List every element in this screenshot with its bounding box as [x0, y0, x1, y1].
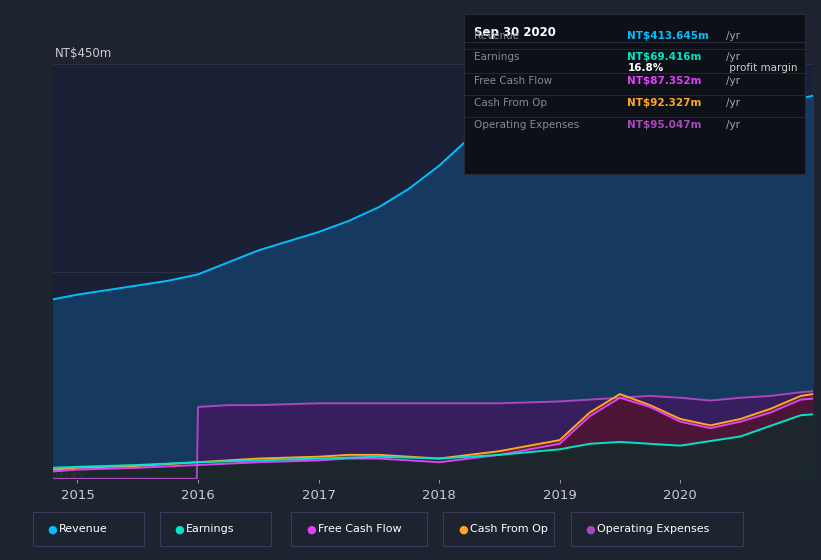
Text: ●: ● — [48, 524, 57, 534]
Text: Sep 30 2020: Sep 30 2020 — [474, 26, 556, 39]
Text: NT$92.327m: NT$92.327m — [627, 98, 702, 108]
Text: NT$413.645m: NT$413.645m — [627, 31, 709, 41]
Text: /yr: /yr — [726, 76, 740, 86]
Text: Cash From Op: Cash From Op — [470, 524, 548, 534]
Text: Free Cash Flow: Free Cash Flow — [474, 76, 552, 86]
Text: Operating Expenses: Operating Expenses — [597, 524, 709, 534]
Text: ●: ● — [458, 524, 468, 534]
Text: Earnings: Earnings — [474, 52, 519, 62]
Text: Revenue: Revenue — [474, 31, 519, 41]
Text: Free Cash Flow: Free Cash Flow — [318, 524, 401, 534]
Text: Revenue: Revenue — [59, 524, 108, 534]
Text: Operating Expenses: Operating Expenses — [474, 120, 579, 130]
Text: /yr: /yr — [726, 31, 740, 41]
Text: profit margin: profit margin — [726, 63, 797, 73]
Text: /yr: /yr — [726, 52, 740, 62]
Text: Earnings: Earnings — [186, 524, 235, 534]
Text: Cash From Op: Cash From Op — [474, 98, 547, 108]
Text: NT$87.352m: NT$87.352m — [627, 76, 702, 86]
Text: ●: ● — [175, 524, 185, 534]
Text: NT$69.416m: NT$69.416m — [627, 52, 702, 62]
Text: 16.8%: 16.8% — [627, 63, 663, 73]
Text: ●: ● — [306, 524, 316, 534]
Text: /yr: /yr — [726, 98, 740, 108]
Text: ●: ● — [585, 524, 595, 534]
Text: NT$0: NT$0 — [55, 466, 85, 479]
Text: NT$95.047m: NT$95.047m — [627, 120, 702, 130]
Text: /yr: /yr — [726, 120, 740, 130]
Text: NT$450m: NT$450m — [55, 47, 112, 60]
